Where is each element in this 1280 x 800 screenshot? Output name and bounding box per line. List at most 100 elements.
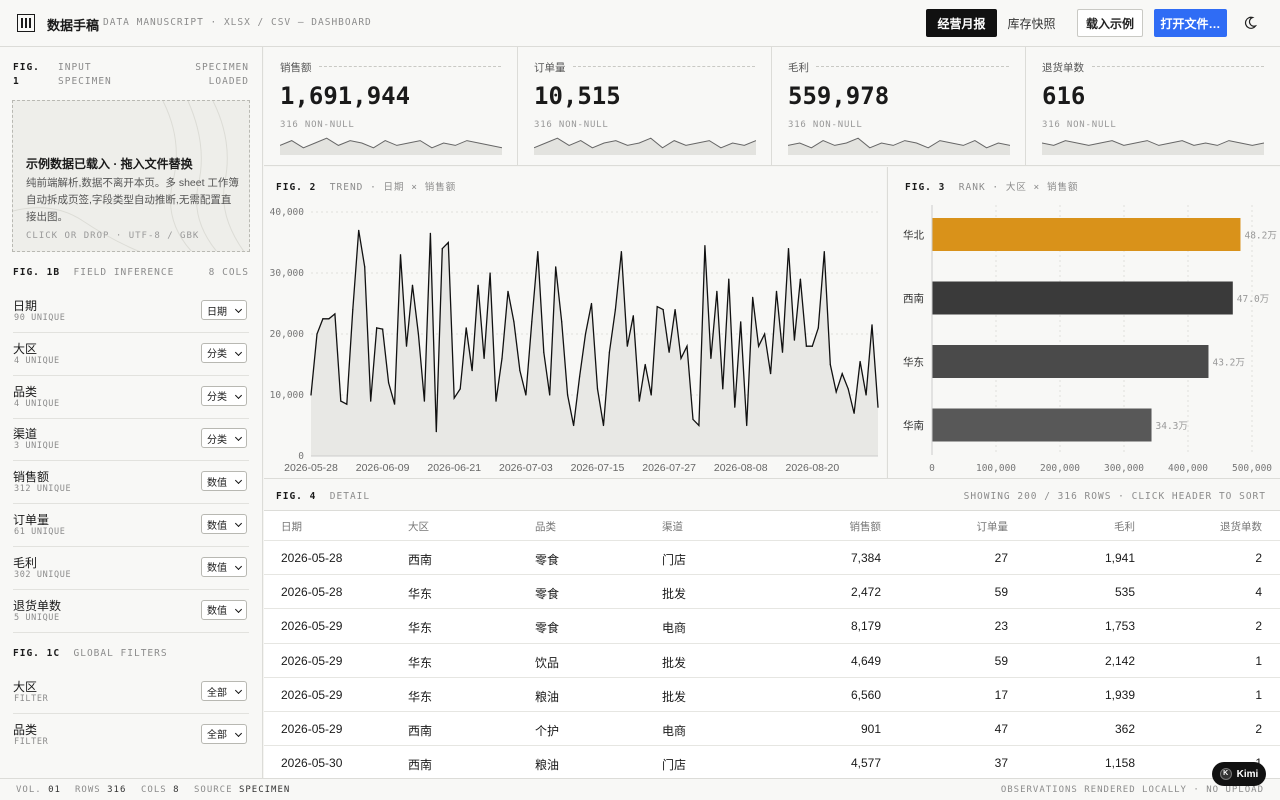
- inventory-snapshot-button[interactable]: 库存快照: [1007, 16, 1056, 31]
- table-header-cell[interactable]: 退货单数: [1220, 521, 1262, 533]
- trend-area: [311, 230, 878, 456]
- sparkline-line: [280, 137, 502, 149]
- table-cell: 2026-05-28: [281, 585, 343, 600]
- field-name: 销售额: [13, 470, 50, 485]
- footer-rows: ROWS 316: [75, 785, 127, 795]
- field-type-select[interactable]: 数值: [201, 556, 247, 577]
- table-header-cell[interactable]: 销售额: [849, 521, 882, 533]
- table-cell: 2: [1255, 619, 1262, 634]
- trend-point: [734, 406, 736, 408]
- table-cell: 4,577: [850, 756, 881, 771]
- table-cell: 8,179: [850, 619, 881, 634]
- trend-point: [495, 400, 497, 402]
- field-row: 订单量 61 UNIQUE 数值: [13, 505, 249, 547]
- trend-point: [644, 363, 646, 366]
- trend-point: [746, 424, 748, 427]
- dark-mode-toggle-icon[interactable]: [1243, 16, 1257, 30]
- file-drop-zone[interactable]: 示例数据已载入 · 拖入文件替换 纯前端解析,数据不离开本页。多 sheet 工…: [12, 100, 250, 252]
- rank-bar[interactable]: [932, 408, 1152, 442]
- trend-x-tick: 2026-06-21: [427, 462, 481, 474]
- table-row[interactable]: 2026-05-29 华东 零食 电商 8,179 23 1,753 2: [264, 608, 1280, 642]
- table-header-cell[interactable]: 渠道: [662, 521, 683, 533]
- trend-point: [489, 272, 491, 274]
- trend-point: [447, 241, 449, 244]
- trend-point: [650, 394, 652, 396]
- field-row: 销售额 312 UNIQUE 数值: [13, 462, 249, 505]
- table-row[interactable]: 2026-05-29 华东 饮品 批发 4,649 59 2,142 1: [264, 642, 1280, 677]
- table-cell: 7,384: [850, 551, 881, 565]
- field-unique-count: 4 UNIQUE: [14, 398, 60, 409]
- field-type-select[interactable]: 数值: [201, 471, 247, 492]
- trend-point: [638, 400, 640, 402]
- field-type-select[interactable]: 分类: [201, 428, 247, 449]
- trend-point: [662, 309, 664, 311]
- trend-point: [847, 388, 849, 390]
- table-header-cell[interactable]: 大区: [408, 521, 429, 533]
- table-cell: 零食: [535, 553, 560, 567]
- table-row[interactable]: 2026-05-29 西南 个护 电商 901 47 362 2: [264, 711, 1280, 745]
- table-cell: 4: [1255, 585, 1262, 600]
- load-sample-button[interactable]: 载入示例: [1077, 9, 1143, 37]
- field-type-select[interactable]: 数值: [201, 514, 247, 534]
- kimi-badge[interactable]: K Kimi: [1212, 762, 1266, 786]
- kpi-card: 订单量 10,515 316 NON-NULL: [518, 47, 772, 166]
- open-file-button[interactable]: 打开文件…: [1154, 9, 1227, 37]
- table-fig-label: FIG. 4 DETAIL: [276, 491, 371, 502]
- field-type-select[interactable]: 分类: [201, 385, 247, 406]
- table-cell: 零食: [535, 587, 560, 602]
- table-header-cell[interactable]: 订单量: [976, 521, 1009, 533]
- sparkline-line: [1042, 140, 1264, 146]
- kpi-sparkline: [1042, 140, 1264, 155]
- trend-point: [531, 321, 533, 323]
- table-cell: 2026-05-28: [281, 551, 343, 565]
- table-cell: 535: [1114, 585, 1135, 600]
- trend-point: [387, 382, 390, 384]
- kpi-note: 316 NON-NULL: [1042, 120, 1117, 130]
- filter-sub: FILTER: [14, 694, 49, 704]
- trend-point: [764, 333, 766, 335]
- kpi-card: 销售额 1,691,944 316 NON-NULL: [264, 47, 518, 166]
- rank-bar[interactable]: [932, 345, 1209, 378]
- field-unique-count: 3 UNIQUE: [14, 441, 60, 452]
- field-unique-count: 61 UNIQUE: [14, 527, 66, 537]
- trend-point: [805, 345, 807, 347]
- table-row[interactable]: 2026-05-28 华东 零食 批发 2,472 59 535 4: [264, 574, 1280, 608]
- trend-point: [549, 394, 551, 396]
- trend-point: [787, 248, 790, 250]
- drop-zone-description: 纯前端解析,数据不离开本页。多 sheet 工作簿自动拆成页签,字段类型自动推断…: [26, 177, 239, 223]
- rank-bar[interactable]: [932, 281, 1233, 315]
- field-type-select[interactable]: 分类: [201, 342, 247, 363]
- trend-point: [453, 397, 455, 399]
- trend-point: [471, 370, 473, 372]
- filter-select[interactable]: 全部: [201, 723, 247, 744]
- rank-bar[interactable]: [932, 218, 1241, 251]
- trend-point: [871, 324, 873, 326]
- table-row[interactable]: 2026-05-28 西南 零食 门店 7,384 27 1,941 2: [264, 540, 1280, 574]
- table-header-cell[interactable]: 毛利: [1114, 521, 1135, 533]
- trend-point: [602, 424, 605, 427]
- table-cell: 2: [1255, 551, 1262, 565]
- table-cell: 华东: [408, 621, 433, 636]
- table-row[interactable]: 2026-05-29 华东 粮油 批发 6,560 17 1,939 1: [264, 676, 1280, 711]
- table-cell: 2026-05-29: [281, 619, 343, 634]
- table-header-cell[interactable]: 日期: [281, 521, 302, 533]
- trend-point: [411, 284, 414, 286]
- table-cell: 2026-05-30: [281, 756, 343, 771]
- trend-point: [573, 424, 575, 427]
- table-header-cell[interactable]: 品类: [535, 521, 556, 533]
- field-type-select[interactable]: 日期: [201, 300, 247, 320]
- table-cell: 37: [994, 756, 1008, 771]
- filter-select[interactable]: 全部: [201, 681, 247, 701]
- sparkline-area: [280, 138, 502, 155]
- table-cell: 27: [994, 551, 1008, 565]
- monthly-report-button[interactable]: 经营月报: [926, 9, 997, 37]
- trend-point: [555, 266, 557, 268]
- fig1b-header: FIG. 1B FIELD INFERENCE: [13, 267, 175, 278]
- table-cell: 59: [994, 585, 1008, 600]
- table-cell: 西南: [408, 724, 433, 738]
- table-cell: 1,158: [1104, 756, 1135, 771]
- trend-x-tick: 2026-07-27: [642, 462, 696, 474]
- topo-pattern: [13, 101, 245, 251]
- field-type-select[interactable]: 数值: [201, 599, 247, 620]
